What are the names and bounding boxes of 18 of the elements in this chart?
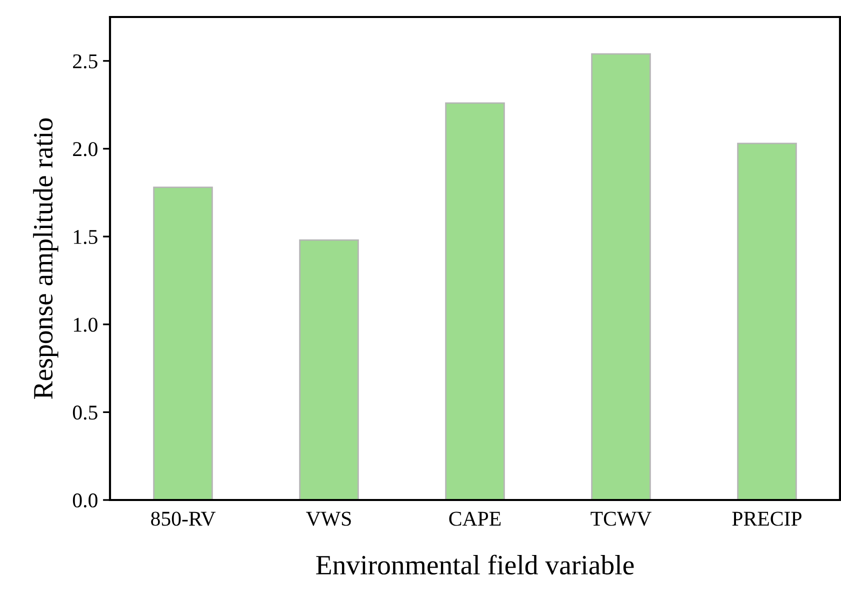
x-tick-label: 850-RV bbox=[151, 512, 216, 526]
bar bbox=[299, 239, 359, 500]
y-tick-label: 2.0 bbox=[73, 142, 98, 156]
x-tick-label: TCWV bbox=[590, 512, 652, 526]
y-tick-label: 1.5 bbox=[74, 230, 98, 244]
y-axis-title: Response amplitude ratio bbox=[33, 118, 58, 399]
y-tick-label: 1.0 bbox=[74, 318, 98, 332]
x-tick-label: PRECIP bbox=[732, 512, 802, 526]
bar bbox=[445, 102, 505, 500]
bar bbox=[591, 53, 651, 500]
x-axis-title: Environmental field variable bbox=[316, 554, 634, 575]
y-tick-label: 0.5 bbox=[72, 406, 98, 420]
y-tick-label: 0.0 bbox=[72, 493, 98, 508]
x-tick-label: CAPE bbox=[449, 512, 501, 526]
x-tick-label: VWS bbox=[306, 512, 351, 526]
bar bbox=[737, 142, 797, 500]
bar bbox=[153, 186, 213, 500]
y-tick-label: 2.5 bbox=[73, 54, 98, 68]
